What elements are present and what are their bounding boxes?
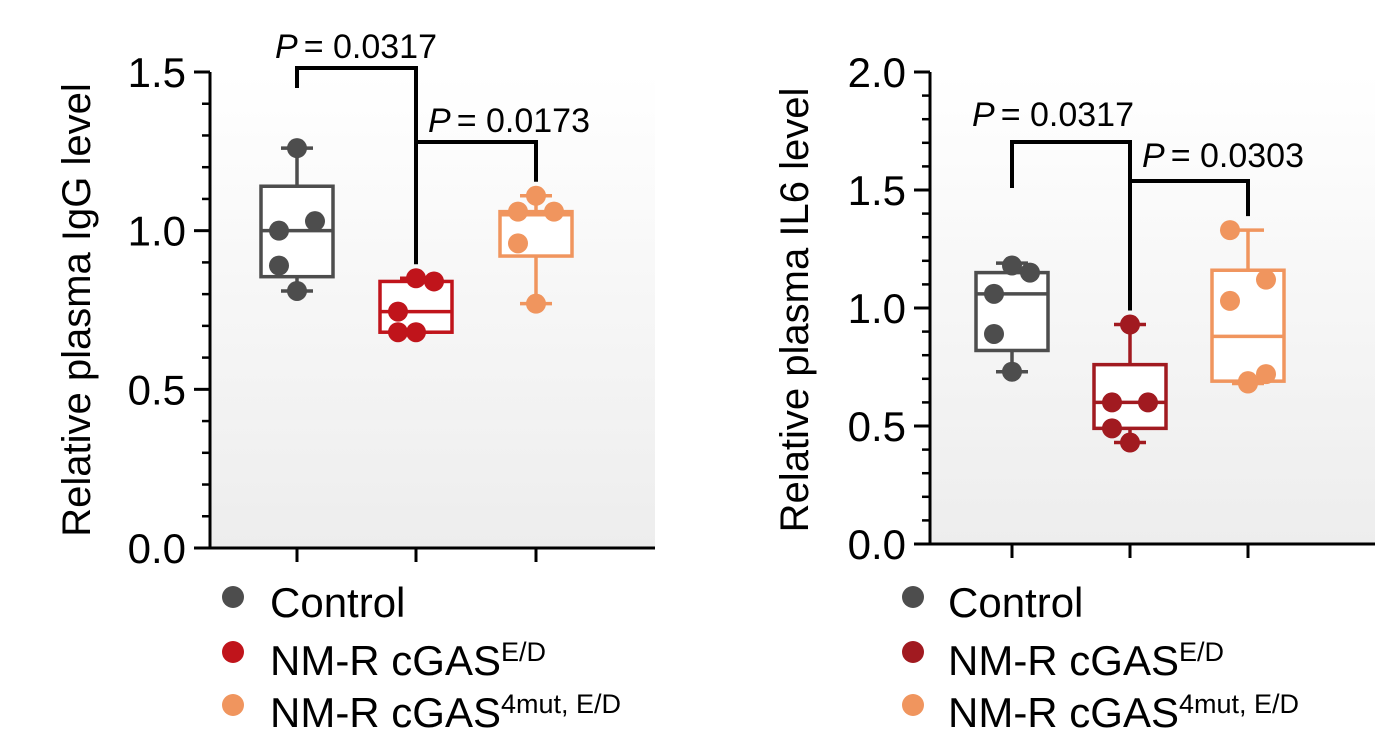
box-group-1	[378, 268, 454, 343]
p-value-label: P = 0.0317	[275, 28, 437, 66]
data-point	[526, 293, 546, 314]
data-point	[1102, 392, 1122, 413]
significance-bracket: P = 0.0317	[275, 28, 437, 265]
data-point	[1002, 255, 1022, 276]
data-point	[526, 185, 546, 206]
data-point	[1002, 361, 1022, 382]
legend-marker-control	[222, 586, 244, 608]
y-axis-label: Relative plasma IgG level	[55, 83, 99, 537]
y-tick-label: 1.5	[128, 49, 186, 96]
data-point	[406, 322, 426, 343]
data-point	[388, 301, 408, 322]
box-group-1	[1092, 314, 1168, 453]
p-value-label: P = 0.0303	[1142, 137, 1304, 175]
y-tick-label: 0.0	[848, 521, 906, 568]
y-tick-label: 1.0	[128, 208, 186, 255]
box	[1210, 268, 1286, 383]
legend-marker-cgas-4mut	[222, 694, 244, 716]
data-point	[984, 283, 1004, 304]
box-group-0	[259, 138, 335, 301]
significance-bracket: P = 0.0303	[1130, 137, 1304, 217]
data-point	[1102, 418, 1122, 439]
legend-label-control: Control	[270, 579, 405, 626]
y-tick-label: 0.5	[128, 366, 186, 413]
significance-bracket: P = 0.0173	[416, 102, 590, 182]
data-point	[424, 271, 444, 292]
legend-label-cgas-4mut: NM-R cGAS4mut, E/D	[270, 689, 621, 734]
data-point	[305, 211, 325, 232]
data-point	[1256, 269, 1276, 290]
legend-label-cgas-ed: NM-R cGASE/D	[270, 637, 546, 684]
data-point	[508, 233, 528, 254]
data-point	[508, 201, 528, 222]
data-point	[1220, 290, 1240, 311]
legend-il6: Control NM-R cGASE/D NM-R cGAS4mut, E/D	[902, 579, 1299, 734]
p-value-label: P = 0.0173	[428, 102, 590, 140]
legend-marker-cgas-ed	[902, 641, 924, 663]
legend-label-control: Control	[948, 579, 1083, 626]
data-point	[1238, 373, 1258, 394]
legend-marker-cgas-4mut	[902, 694, 924, 716]
data-point	[269, 220, 289, 241]
data-point	[287, 280, 307, 301]
y-tick-label: 1.0	[848, 285, 906, 332]
legend-marker-control	[902, 586, 924, 608]
data-point	[269, 255, 289, 276]
data-point	[984, 323, 1004, 344]
data-point	[1220, 220, 1240, 241]
data-point	[1138, 392, 1158, 413]
y-tick-label: 2.0	[848, 49, 906, 96]
significance-bracket: P = 0.0317	[972, 96, 1134, 311]
panel-igg: 0.0 0.5 1.0 1.5 P = 0.0317 P = 0.0173 Relative …	[55, 28, 655, 734]
y-tick-label: 1.5	[848, 167, 906, 214]
data-point	[1120, 432, 1140, 453]
data-point	[388, 322, 408, 343]
y-axis-label: Relative plasma IL6 level	[773, 88, 817, 533]
data-point	[544, 201, 564, 222]
p-value-label: P = 0.0317	[972, 96, 1134, 134]
y-tick-label: 0.5	[848, 403, 906, 450]
data-point	[1020, 262, 1040, 283]
box-group-2	[1210, 220, 1286, 394]
box-group-0	[974, 255, 1050, 382]
data-point	[1120, 314, 1140, 335]
legend-label-cgas-ed: NM-R cGASE/D	[948, 637, 1224, 684]
data-point	[287, 138, 307, 159]
data-point	[1256, 364, 1276, 385]
y-tick-label: 0.0	[128, 525, 186, 572]
legend-igg: Control NM-R cGASE/D NM-R cGAS4mut, E/D	[222, 579, 621, 734]
legend-marker-cgas-ed	[222, 641, 244, 663]
box-group-2	[498, 185, 574, 314]
legend-label-cgas-4mut: NM-R cGAS4mut, E/D	[948, 689, 1299, 734]
plot-area-igg: 0.0 0.5 1.0 1.5 P = 0.0317 P = 0.0173	[128, 28, 655, 572]
data-point	[406, 268, 426, 289]
